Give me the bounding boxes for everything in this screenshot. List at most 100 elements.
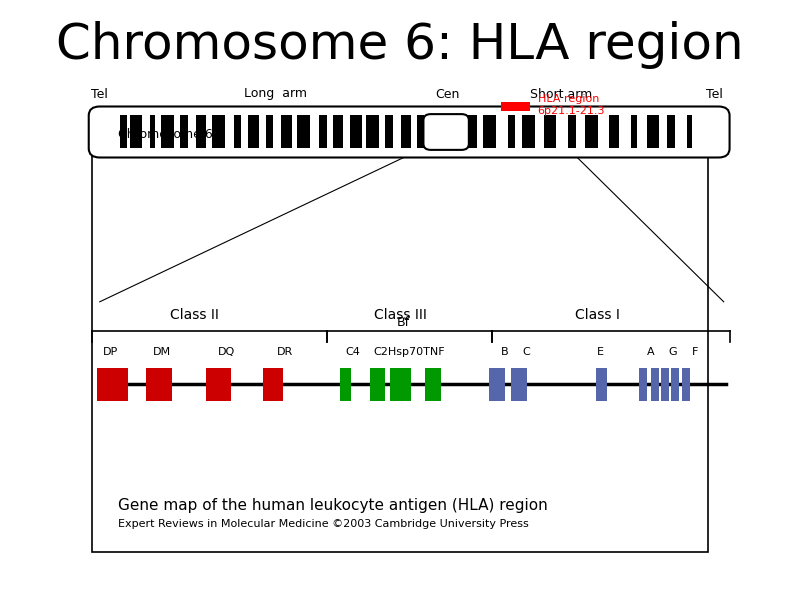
- FancyBboxPatch shape: [390, 367, 395, 401]
- FancyBboxPatch shape: [157, 367, 162, 401]
- FancyBboxPatch shape: [151, 367, 157, 401]
- FancyBboxPatch shape: [417, 115, 424, 148]
- Text: Cen: Cen: [435, 88, 460, 100]
- Text: Tel: Tel: [706, 88, 723, 100]
- FancyBboxPatch shape: [661, 367, 670, 401]
- FancyBboxPatch shape: [333, 115, 343, 148]
- FancyBboxPatch shape: [682, 367, 690, 401]
- FancyBboxPatch shape: [89, 107, 730, 157]
- Text: B: B: [501, 347, 509, 357]
- FancyBboxPatch shape: [466, 115, 477, 148]
- FancyBboxPatch shape: [511, 367, 527, 401]
- FancyBboxPatch shape: [350, 115, 362, 148]
- FancyBboxPatch shape: [93, 120, 707, 552]
- Text: Bf: Bf: [397, 316, 410, 329]
- FancyBboxPatch shape: [248, 115, 259, 148]
- FancyBboxPatch shape: [118, 367, 122, 401]
- FancyBboxPatch shape: [647, 115, 658, 148]
- FancyBboxPatch shape: [340, 367, 346, 401]
- Text: DR: DR: [277, 347, 293, 357]
- FancyBboxPatch shape: [508, 115, 515, 148]
- FancyBboxPatch shape: [631, 115, 638, 148]
- FancyBboxPatch shape: [374, 367, 380, 401]
- FancyBboxPatch shape: [667, 115, 674, 148]
- Text: C4: C4: [345, 347, 360, 357]
- FancyBboxPatch shape: [166, 367, 172, 401]
- Text: DQ: DQ: [218, 347, 235, 357]
- FancyBboxPatch shape: [273, 367, 278, 401]
- FancyBboxPatch shape: [226, 367, 231, 401]
- FancyBboxPatch shape: [435, 367, 441, 401]
- FancyBboxPatch shape: [586, 115, 598, 148]
- Text: DP: DP: [103, 347, 118, 357]
- Text: Class II: Class II: [170, 308, 219, 322]
- FancyBboxPatch shape: [234, 115, 241, 148]
- FancyBboxPatch shape: [501, 101, 530, 112]
- FancyBboxPatch shape: [266, 115, 274, 148]
- FancyBboxPatch shape: [686, 115, 692, 148]
- Text: C2Hsp70TNF: C2Hsp70TNF: [373, 347, 445, 357]
- FancyBboxPatch shape: [639, 367, 647, 401]
- FancyBboxPatch shape: [216, 367, 221, 401]
- Text: DM: DM: [153, 347, 171, 357]
- FancyBboxPatch shape: [671, 367, 679, 401]
- FancyBboxPatch shape: [366, 115, 378, 148]
- FancyBboxPatch shape: [102, 367, 107, 401]
- FancyBboxPatch shape: [401, 115, 411, 148]
- Text: C: C: [523, 347, 530, 357]
- FancyBboxPatch shape: [113, 367, 118, 401]
- FancyBboxPatch shape: [346, 367, 350, 401]
- FancyBboxPatch shape: [609, 115, 619, 148]
- FancyBboxPatch shape: [482, 115, 496, 148]
- Text: HLA region
6p21.1-21.3: HLA region 6p21.1-21.3: [538, 94, 605, 116]
- FancyBboxPatch shape: [97, 367, 102, 401]
- FancyBboxPatch shape: [162, 115, 174, 148]
- Text: G: G: [669, 347, 678, 357]
- FancyBboxPatch shape: [423, 114, 469, 150]
- Text: Chromosome 6: Chromosome 6: [118, 128, 213, 142]
- FancyBboxPatch shape: [400, 367, 406, 401]
- FancyBboxPatch shape: [426, 367, 430, 401]
- FancyBboxPatch shape: [278, 367, 283, 401]
- Text: E: E: [597, 347, 603, 357]
- FancyBboxPatch shape: [268, 367, 273, 401]
- Text: Gene map of the human leukocyte antigen (HLA) region: Gene map of the human leukocyte antigen …: [118, 498, 548, 512]
- FancyBboxPatch shape: [122, 367, 128, 401]
- FancyBboxPatch shape: [150, 115, 155, 148]
- Text: Short arm: Short arm: [530, 88, 592, 100]
- FancyBboxPatch shape: [297, 115, 310, 148]
- FancyBboxPatch shape: [395, 367, 400, 401]
- FancyBboxPatch shape: [406, 367, 410, 401]
- FancyBboxPatch shape: [221, 367, 226, 401]
- FancyBboxPatch shape: [569, 115, 576, 148]
- FancyBboxPatch shape: [370, 367, 374, 401]
- FancyBboxPatch shape: [162, 367, 166, 401]
- FancyBboxPatch shape: [522, 115, 534, 148]
- FancyBboxPatch shape: [180, 115, 188, 148]
- Text: Chromosome 6: HLA region: Chromosome 6: HLA region: [56, 21, 744, 69]
- Text: Tel: Tel: [91, 88, 108, 100]
- FancyBboxPatch shape: [196, 115, 206, 148]
- FancyBboxPatch shape: [107, 367, 113, 401]
- FancyBboxPatch shape: [380, 367, 385, 401]
- FancyBboxPatch shape: [650, 367, 659, 401]
- FancyBboxPatch shape: [146, 367, 151, 401]
- FancyBboxPatch shape: [386, 115, 393, 148]
- FancyBboxPatch shape: [489, 367, 505, 401]
- Text: Class III: Class III: [374, 308, 426, 322]
- Text: A: A: [647, 347, 655, 357]
- FancyBboxPatch shape: [544, 115, 556, 148]
- Text: Expert Reviews in Molecular Medicine ©2003 Cambridge University Press: Expert Reviews in Molecular Medicine ©20…: [118, 519, 529, 529]
- Text: Class I: Class I: [575, 308, 620, 322]
- FancyBboxPatch shape: [282, 115, 292, 148]
- FancyBboxPatch shape: [130, 115, 142, 148]
- FancyBboxPatch shape: [596, 367, 606, 401]
- Text: F: F: [692, 347, 698, 357]
- FancyBboxPatch shape: [210, 367, 216, 401]
- FancyBboxPatch shape: [119, 115, 127, 148]
- FancyBboxPatch shape: [212, 115, 225, 148]
- FancyBboxPatch shape: [262, 367, 268, 401]
- FancyBboxPatch shape: [319, 115, 326, 148]
- Text: Long  arm: Long arm: [244, 88, 307, 100]
- FancyBboxPatch shape: [206, 367, 210, 401]
